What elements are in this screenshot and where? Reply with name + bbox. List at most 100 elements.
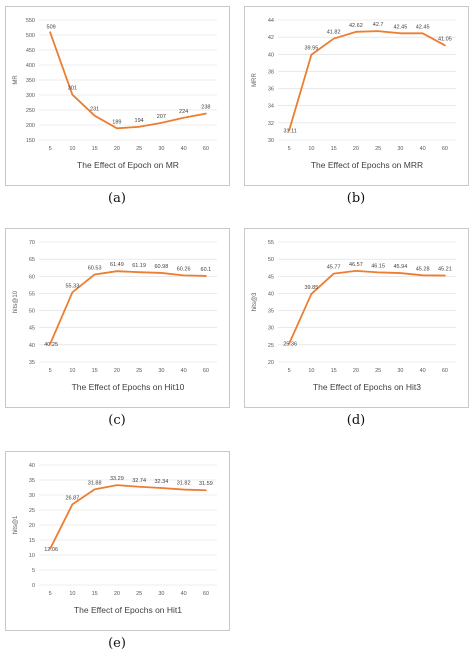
data-label: 207	[157, 114, 166, 120]
caption-a: (a)	[108, 191, 126, 206]
x-tick-label: 5	[288, 368, 291, 374]
x-tick-label: 20	[114, 146, 120, 152]
x-tick-label: 15	[331, 368, 337, 374]
chart-svg-e: 0 5 10 15 20 25 30 35 40 5 10 15 20 25 30 40 60 hits@1 12.…	[5, 451, 230, 631]
series-line	[288, 270, 446, 345]
y-tick-label: 25	[268, 343, 274, 349]
y-tick-label: 25	[29, 508, 35, 514]
y-tick-label: 65	[29, 257, 35, 263]
data-label: 60.53	[88, 265, 102, 271]
chart-title: The Effect of Epochs on Hit3	[313, 382, 421, 392]
caption-c: (c)	[108, 413, 126, 428]
x-tick-label: 10	[308, 146, 314, 152]
y-axis-label: MR	[13, 75, 19, 85]
data-label: 60.26	[177, 266, 191, 272]
y-tick-label: 350	[26, 78, 35, 84]
x-tick-label: 10	[69, 368, 75, 374]
chart-title: The Effect of Epochs on MRR	[311, 160, 423, 170]
x-tick-label: 40	[181, 368, 187, 374]
series-line	[49, 31, 207, 130]
data-label: 31.11	[283, 128, 296, 134]
x-tick-label: 20	[353, 368, 359, 374]
x-tick-label: 30	[397, 146, 403, 152]
data-label: 42.45	[393, 24, 407, 30]
y-tick-label: 35	[29, 478, 35, 484]
x-tick-label: 20	[353, 146, 359, 152]
data-label: 41.82	[327, 30, 341, 36]
y-tick-label: 36	[268, 87, 274, 93]
y-tick-label: 40	[268, 52, 274, 58]
x-tick-label: 15	[331, 146, 337, 152]
chart-svg-c: 35 40 45 50 55 60 65 70 5 10 15 20 25 30 40 60 hits@10 40…	[5, 228, 230, 408]
y-axis-label: hits@1	[13, 515, 19, 534]
x-tick-label: 20	[114, 368, 120, 374]
y-axis-label: hits@3	[252, 292, 258, 311]
data-label: 45.94	[393, 264, 407, 270]
y-tick-label: 50	[29, 309, 35, 315]
x-tick-label: 60	[203, 368, 209, 374]
y-tick-label: 10	[29, 553, 35, 559]
y-tick-label: 30	[29, 493, 35, 499]
y-tick-label: 0	[32, 583, 35, 589]
chart-title: The Effect of Epoch on MR	[77, 160, 179, 170]
y-tick-label: 60	[29, 274, 35, 280]
data-label: 40.25	[44, 342, 58, 348]
data-label: 224	[179, 109, 188, 115]
y-tick-label: 30	[268, 326, 274, 332]
data-label: 39.95	[304, 46, 318, 52]
data-label: 194	[135, 118, 144, 124]
y-tick-label: 55	[29, 291, 35, 297]
y-axis-label: hits@10	[13, 290, 19, 313]
data-label: 301	[68, 86, 77, 92]
data-label: 32.74	[132, 478, 146, 484]
y-tick-label: 35	[268, 309, 274, 315]
x-tick-label: 30	[158, 368, 164, 374]
chart-svg-a: 150 200 250 300 350 400 450 500 550 5 10 15 20 25 30 40…	[5, 6, 230, 186]
x-tick-label: 25	[375, 146, 381, 152]
chart-frame	[5, 451, 230, 631]
data-label: 41.05	[438, 36, 452, 42]
x-tick-label: 5	[49, 591, 52, 597]
chart-svg-b: 30 32 34 36 38 40 42 44 5 10 15 20 25 30 40 60 MRR 31.11 3…	[244, 6, 469, 186]
y-tick-label: 40	[268, 291, 274, 297]
caption-d: (d)	[346, 413, 366, 428]
y-tick-label: 450	[26, 48, 35, 54]
y-tick-label: 300	[26, 93, 35, 99]
y-tick-label: 550	[26, 18, 35, 24]
x-tick-label: 40	[181, 591, 187, 597]
y-tick-label: 40	[29, 343, 35, 349]
y-tick-label: 70	[29, 240, 35, 246]
chart-panel-c: 35 40 45 50 55 60 65 70 5 10 15 20 25 30 40 60 hits@10 40…	[5, 228, 230, 408]
data-label: 45.77	[327, 265, 341, 271]
y-tick-label: 42	[268, 35, 274, 41]
x-tick-label: 15	[92, 591, 98, 597]
data-label: 45.21	[438, 267, 452, 273]
x-tick-label: 5	[49, 146, 52, 152]
caption-b: (b)	[346, 191, 366, 206]
data-label: 60.1	[201, 267, 212, 273]
data-label: 31.59	[199, 481, 213, 487]
y-tick-label: 250	[26, 108, 35, 114]
chart-panel-d: 20 25 30 35 40 45 50 55 5 10 15 20 25 30 40 60 hits@3 25.…	[244, 228, 469, 408]
data-label: 61.19	[132, 263, 146, 269]
data-label: 12.06	[44, 547, 58, 553]
chart-panel-a: 150 200 250 300 350 400 450 500 550 5 10 15 20 25 30 40…	[5, 6, 230, 186]
data-label: 32.34	[154, 479, 168, 485]
chart-title: The Effect of Epochs on Hit1	[74, 605, 182, 615]
data-label: 25.36	[283, 342, 297, 348]
y-tick-label: 45	[268, 274, 274, 280]
x-tick-label: 25	[136, 146, 142, 152]
chart-frame	[244, 6, 469, 186]
y-tick-label: 200	[26, 123, 35, 129]
x-tick-label: 25	[375, 368, 381, 374]
y-tick-label: 500	[26, 33, 35, 39]
data-label: 42.62	[349, 23, 363, 29]
y-tick-label: 20	[268, 360, 274, 366]
x-tick-label: 10	[69, 146, 75, 152]
data-label: 509	[47, 24, 56, 30]
chart-frame	[244, 228, 469, 408]
y-tick-label: 32	[268, 121, 274, 127]
data-label: 31.82	[177, 481, 191, 487]
x-tick-label: 5	[288, 146, 291, 152]
